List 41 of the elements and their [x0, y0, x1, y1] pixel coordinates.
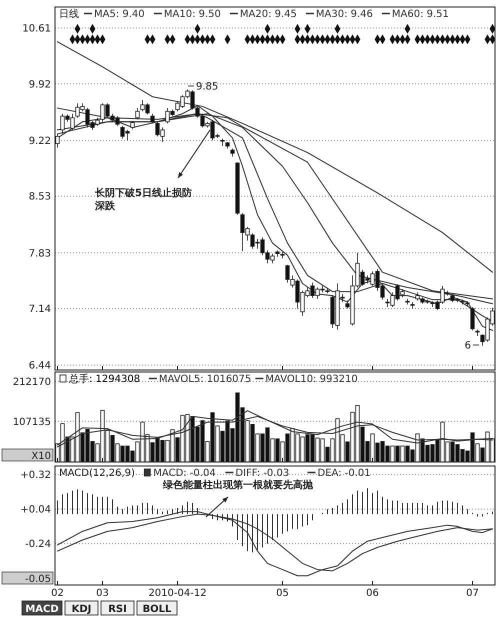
y-tick-label: +0.04 — [20, 504, 51, 516]
legend-label: MA20: 9.45 — [240, 9, 297, 20]
x-tick-label: 05 — [276, 588, 289, 599]
annotation: 9.85 — [196, 82, 218, 92]
text: MACD — [25, 604, 59, 615]
legend-label: MAVOL10: 993210 — [265, 374, 358, 385]
y-tick-label: 107135 — [12, 416, 51, 428]
annotation: 6 — [464, 340, 471, 352]
legend-label: MACD: -0.04 — [153, 468, 216, 479]
y-tick-label: 9.92 — [28, 79, 51, 90]
text: KDJ — [72, 604, 92, 615]
x-tick-label: 02 — [51, 588, 64, 599]
legend-label: MAVOL5: 1016075 — [158, 374, 252, 385]
y-tick-label: 7.14 — [28, 304, 51, 316]
x-tick-label: 2010-04-12 — [148, 588, 207, 599]
y-tick-label: +0.32 — [20, 470, 51, 482]
legend-title: MACD(12,26,9) — [59, 468, 136, 479]
legend-title: 日线 — [59, 8, 79, 20]
x-tick-label: 03 — [96, 588, 109, 599]
y-tick-label: 9.22 — [28, 136, 51, 147]
text: RSI — [108, 604, 127, 615]
legend-label: 总手: 1294308 — [68, 373, 140, 385]
x-tick-label: 07 — [466, 588, 479, 599]
x-tick-label: 06 — [366, 588, 379, 599]
y-tick-label: 8.53 — [28, 192, 51, 203]
legend-label: DIFF: -0.03 — [235, 468, 290, 479]
y-tick-label: -0.24 — [25, 539, 51, 550]
annotation: 绿色能量柱出现第一根就要先高抛 — [162, 479, 314, 491]
text: BOLL — [142, 604, 172, 615]
legend-label: DEA: -0.01 — [318, 468, 371, 479]
y-tick-label: 10.61 — [22, 24, 51, 35]
text: X10 — [31, 451, 51, 462]
legend-label: MA10: 9.50 — [164, 9, 221, 20]
legend-label: MA60: 9.51 — [392, 9, 449, 20]
legend-label: MA30: 9.46 — [316, 9, 373, 20]
y-tick-label: 212170 — [12, 376, 51, 388]
legend-label: MA5: 9.40 — [94, 9, 145, 20]
annotation: 长阴下破5日线止损防深跌 — [94, 187, 192, 212]
y-tick-label: 6.44 — [28, 360, 51, 372]
y-tick-label: 7.83 — [28, 248, 51, 260]
text: -0.05 — [25, 574, 51, 585]
